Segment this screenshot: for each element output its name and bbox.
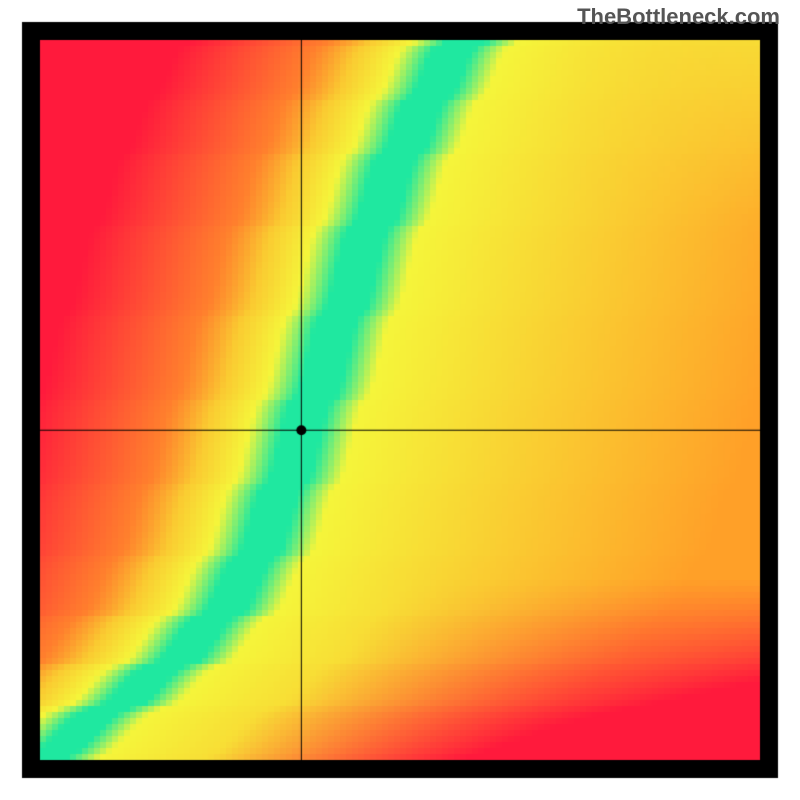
bottleneck-heatmap-canvas xyxy=(0,0,800,800)
chart-container: TheBottleneck.com xyxy=(0,0,800,800)
watermark-text: TheBottleneck.com xyxy=(577,4,780,30)
